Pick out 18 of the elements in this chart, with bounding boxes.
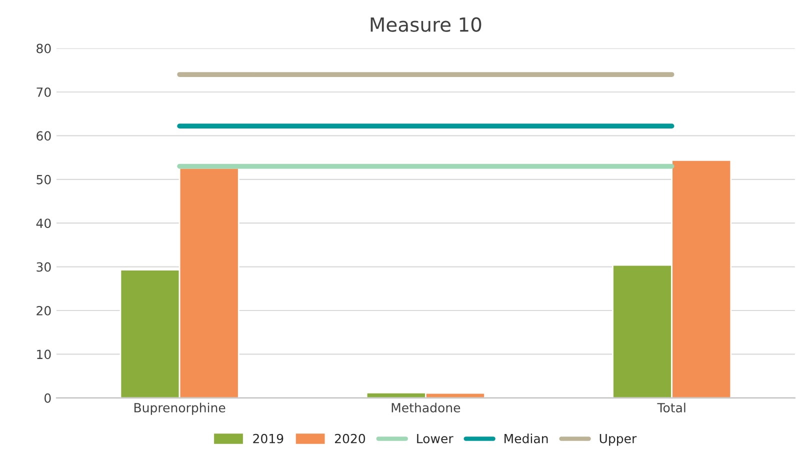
y-tick-label: 0 <box>44 393 51 403</box>
y-tick-label: 20 <box>36 306 51 316</box>
y-tick-label: 70 <box>36 87 51 97</box>
y-tick-label: 10 <box>37 350 51 360</box>
y-tick-label: 60 <box>36 131 51 141</box>
legend-label: 2020 <box>334 434 366 444</box>
y-tick-label: 80 <box>36 44 51 54</box>
legend-label: 2019 <box>253 434 284 444</box>
legend-label: Lower <box>417 434 454 444</box>
x-tick-label: Methadone <box>392 402 460 412</box>
x-tick-label: Total <box>657 402 686 412</box>
legend-label: Median <box>504 434 548 444</box>
x-tick-label: Buprenorphine <box>134 402 226 415</box>
y-tick-label: 30 <box>36 262 51 272</box>
chart-title: Measure 10 <box>370 17 482 32</box>
legend-label: Upper <box>600 434 637 446</box>
y-tick-label: 40 <box>36 218 51 228</box>
y-tick-label: 50 <box>36 174 51 184</box>
